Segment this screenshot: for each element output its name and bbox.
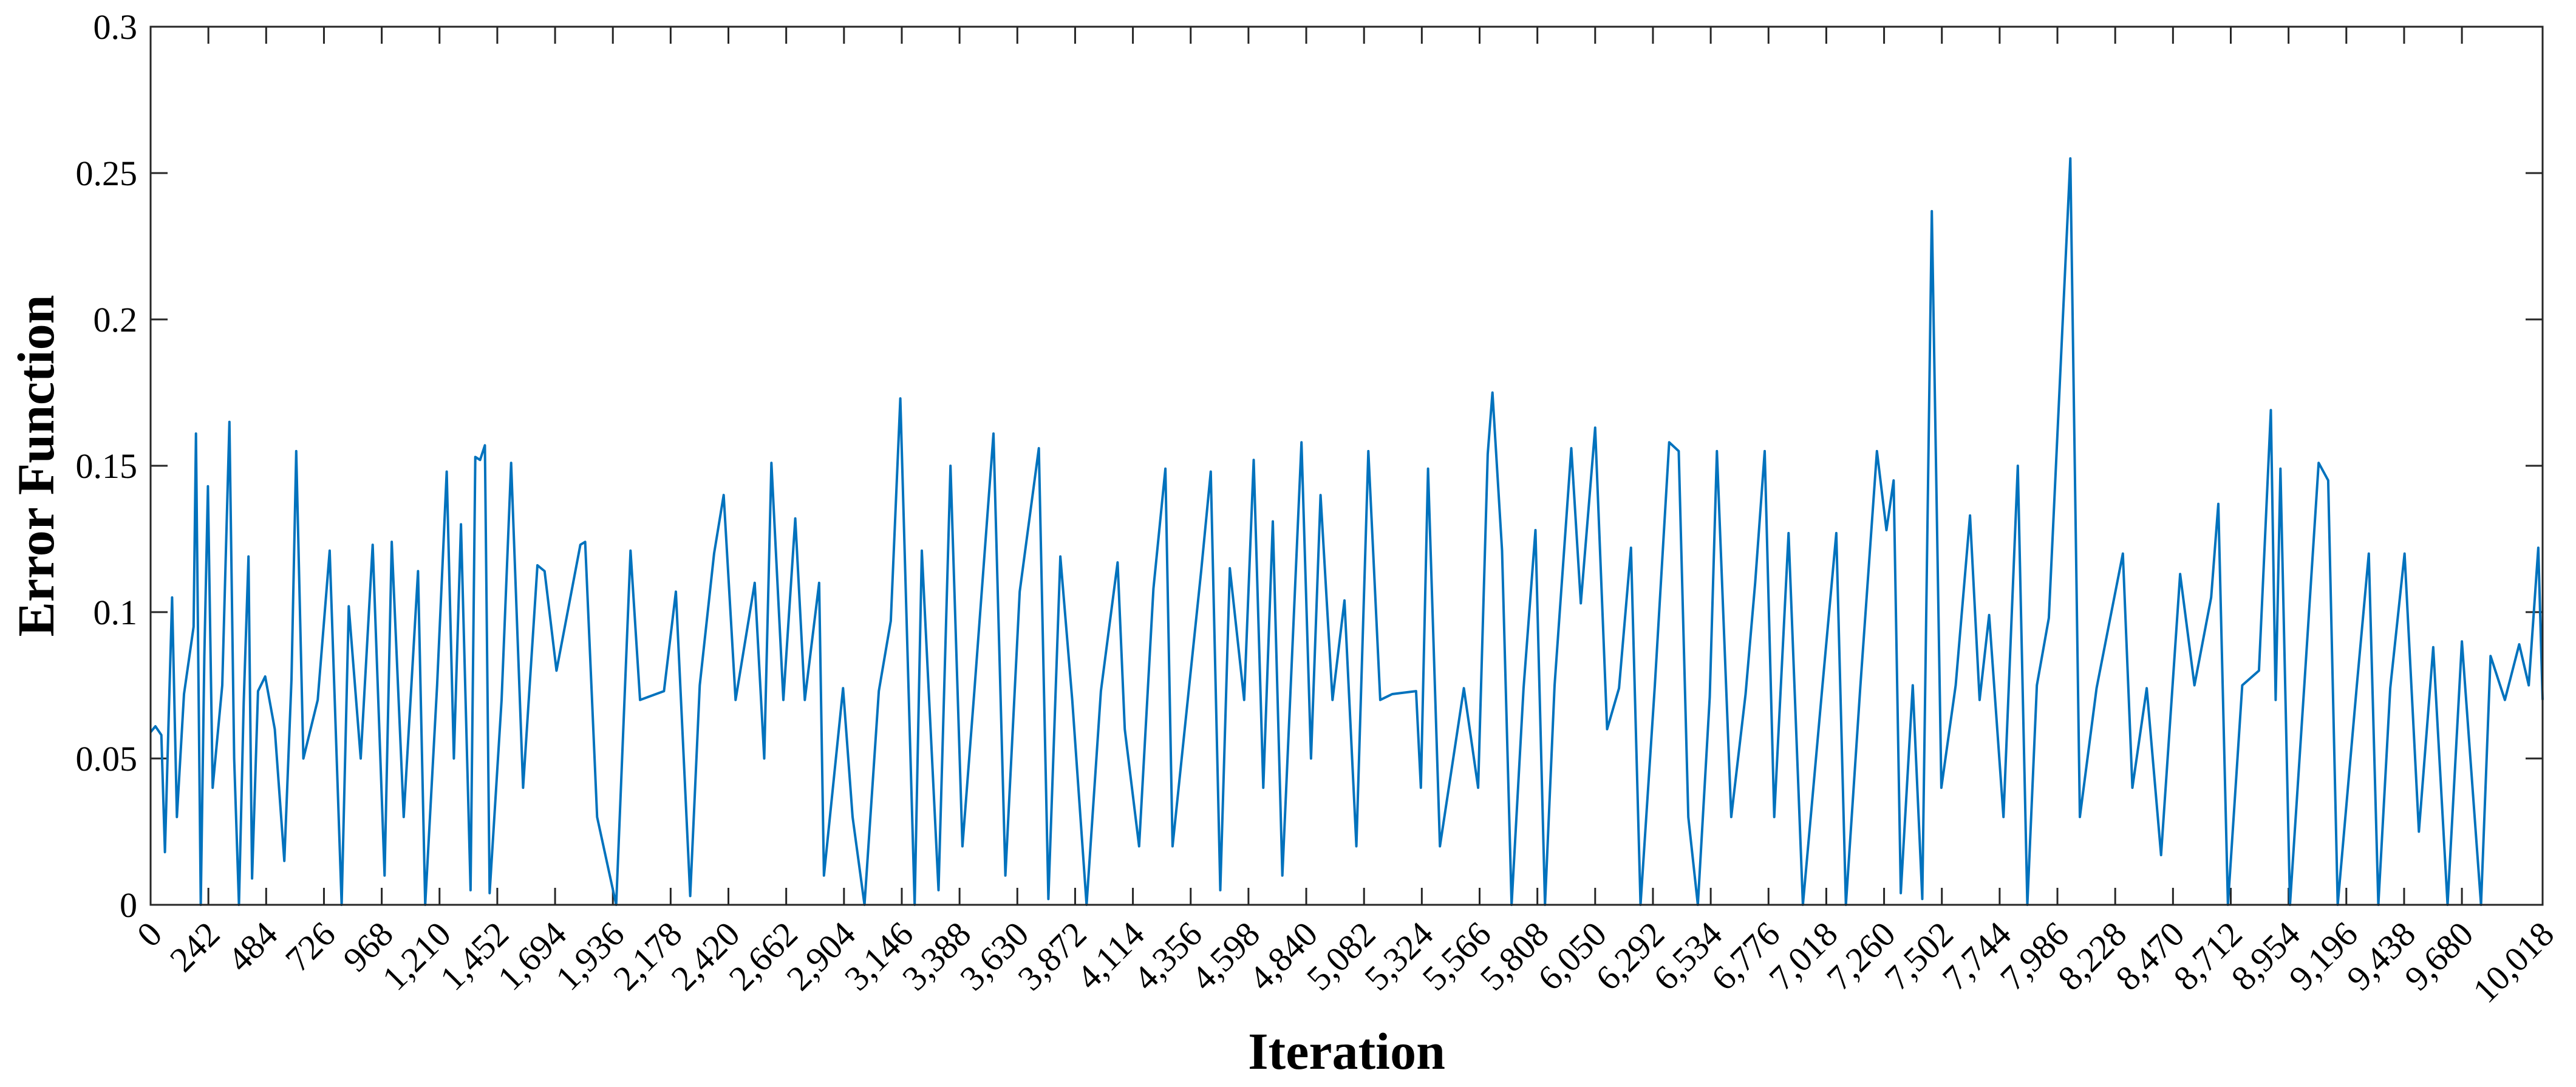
y-tick-label: 0.2 — [94, 300, 138, 339]
series-line — [149, 157, 2544, 906]
y-tick-label: 0.1 — [94, 593, 138, 632]
x-tick-label: 726 — [278, 914, 342, 979]
y-tick-label: 0.05 — [76, 739, 138, 779]
x-axis-title: Iteration — [1248, 1022, 1445, 1080]
y-tick-label: 0.15 — [76, 446, 138, 486]
y-tick-label: 0 — [120, 885, 137, 925]
y-axis-title: Error Function — [7, 295, 65, 637]
series-layer — [149, 157, 2544, 906]
y-axis-ticks: 0 0.05 0.1 0.15 0.2 0.25 0.3 — [76, 7, 2543, 925]
y-tick-label: 0.3 — [94, 7, 138, 47]
x-tick-label: 484 — [220, 914, 285, 979]
plot-area-frame — [149, 26, 2544, 906]
x-axis-ticks: 02424847269681,2101,4521,6941,9362,1782,… — [129, 27, 2561, 1010]
x-tick-label: 10,018 — [2465, 914, 2561, 1010]
y-tick-label: 0.25 — [76, 154, 138, 193]
x-tick-label: 0 — [129, 914, 169, 954]
x-tick-label: 242 — [162, 914, 227, 979]
